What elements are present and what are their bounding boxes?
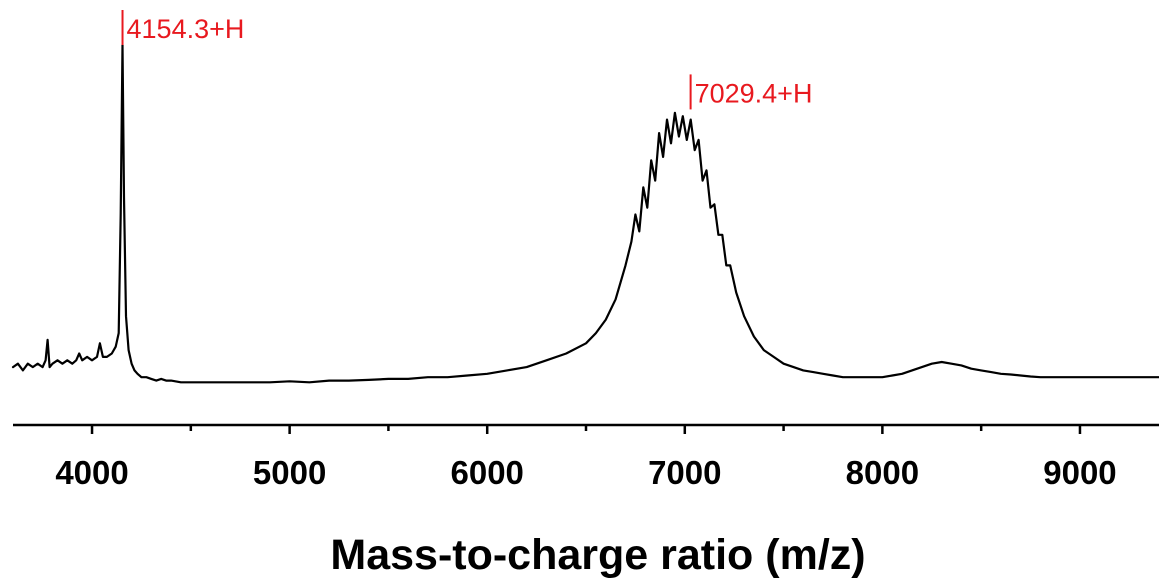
- x-tick-label: 9000: [1043, 454, 1116, 491]
- x-axis-tick-labels: 4000 5000 6000 7000 8000 9000: [55, 454, 1116, 491]
- x-tick-label: 6000: [450, 454, 523, 491]
- peak-label: 4154.3+H: [127, 14, 245, 44]
- x-axis: 4000 5000 6000 7000 8000 9000: [13, 423, 1159, 491]
- x-axis-title: Mass-to-charge ratio (m/z): [330, 531, 865, 579]
- x-tick-label: 7000: [648, 454, 721, 491]
- x-tick-label: 8000: [846, 454, 919, 491]
- x-axis-ticks: [90, 425, 1082, 434]
- peak-label: 7029.4+H: [695, 78, 813, 108]
- plot-area: [11, 43, 1159, 384]
- x-tick-label: 5000: [253, 454, 326, 491]
- peak-annotations: 4154.3+H 7029.4+H: [121, 10, 813, 110]
- spectrum-trace: [11, 43, 1159, 384]
- x-tick-label: 4000: [55, 454, 128, 491]
